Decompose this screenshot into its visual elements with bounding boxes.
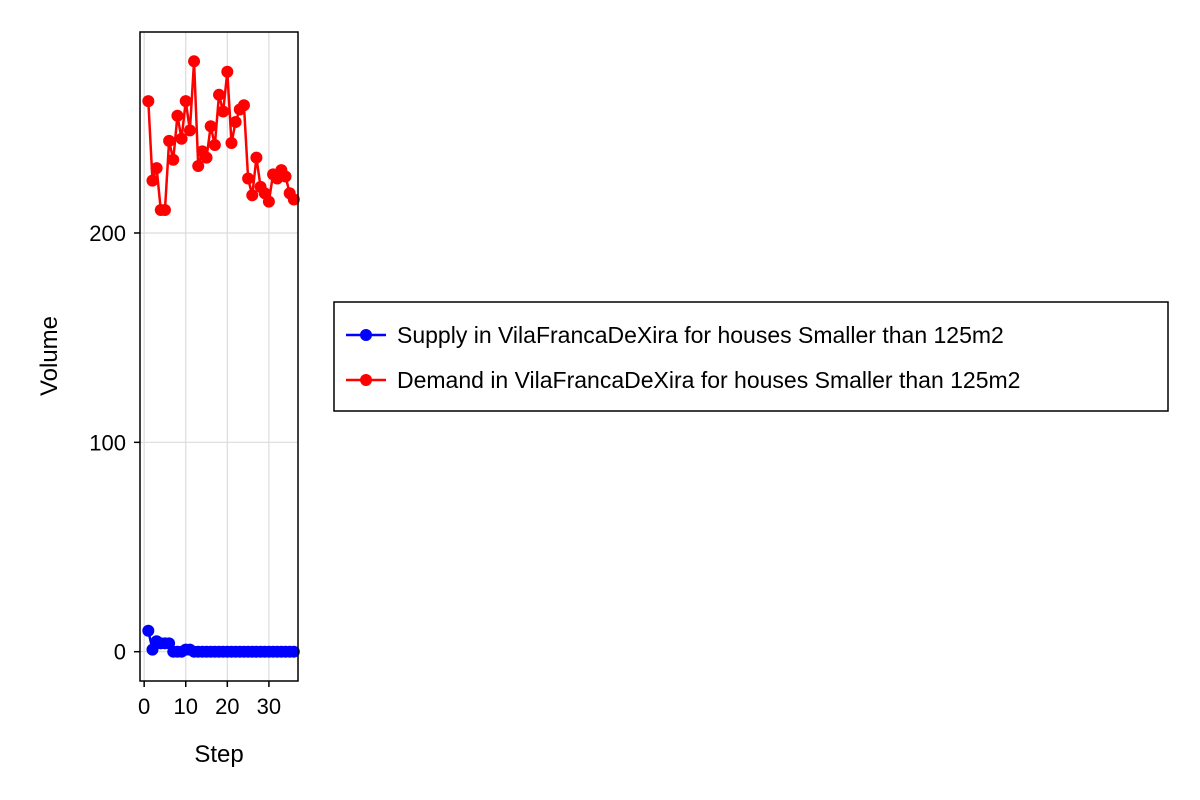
series-1-point-15 — [204, 120, 217, 133]
series-1-point-6 — [167, 153, 180, 166]
legend: Supply in VilaFrancaDeXira for houses Sm… — [333, 301, 1169, 412]
series-1-point-14 — [200, 151, 213, 164]
y-tick-label-1: 100 — [89, 430, 126, 455]
series-0-point-35 — [287, 645, 300, 658]
series-1-point-1 — [146, 174, 159, 187]
series-1-point-4 — [158, 203, 171, 216]
legend-item-supply: Supply in VilaFrancaDeXira for houses Sm… — [346, 322, 1004, 348]
x-axis-title: Step — [194, 741, 243, 768]
series-1-point-21 — [229, 116, 242, 129]
series-1-point-11 — [188, 55, 201, 68]
series-1-point-0 — [142, 95, 155, 108]
x-tick-label-1: 10 — [173, 694, 197, 719]
series-1-point-19 — [221, 65, 234, 78]
grid-lines — [140, 32, 298, 681]
y-tick-label-0: 0 — [114, 640, 126, 665]
y-axis-title: Volume — [36, 316, 63, 396]
legend-box — [333, 301, 1169, 412]
series-1-point-20 — [225, 136, 238, 149]
series-1-point-2 — [150, 162, 163, 175]
y-tick-label-2: 200 — [89, 221, 126, 246]
series-1-point-9 — [179, 95, 192, 108]
x-tick-label-0: 0 — [138, 694, 150, 719]
legend-label-supply: Supply in VilaFrancaDeXira for houses Sm… — [397, 322, 1004, 348]
series-1-point-10 — [183, 124, 196, 137]
series-1-point-26 — [250, 151, 263, 164]
series-1-point-17 — [213, 88, 225, 101]
series-1-point-35 — [287, 193, 300, 206]
x-tick-label-3: 30 — [257, 694, 281, 719]
series-0-point-0 — [142, 624, 155, 637]
series-1-point-24 — [242, 172, 255, 185]
series-1-point-12 — [192, 159, 205, 172]
series-1-point-18 — [217, 105, 230, 118]
legend-swatch-marker-supply — [360, 329, 372, 341]
series-1-point-8 — [175, 132, 188, 145]
x-tick-label-2: 20 — [215, 694, 239, 719]
series-1-point-23 — [237, 99, 250, 112]
legend-label-demand: Demand in VilaFrancaDeXira for houses Sm… — [397, 367, 1020, 393]
series-1-point-25 — [246, 189, 259, 202]
series-1-point-5 — [163, 134, 176, 147]
plot-series — [142, 55, 300, 658]
legend-item-demand: Demand in VilaFrancaDeXira for houses Sm… — [346, 367, 1020, 393]
series-1-point-7 — [171, 109, 184, 122]
series-1-point-29 — [262, 195, 275, 208]
legend-swatch-marker-demand — [360, 374, 372, 386]
series-1-point-16 — [208, 139, 221, 152]
series-1-point-33 — [279, 170, 292, 183]
axes: 0 10 20 30 0 100 200 — [89, 221, 281, 719]
plot-frame — [139, 31, 299, 682]
